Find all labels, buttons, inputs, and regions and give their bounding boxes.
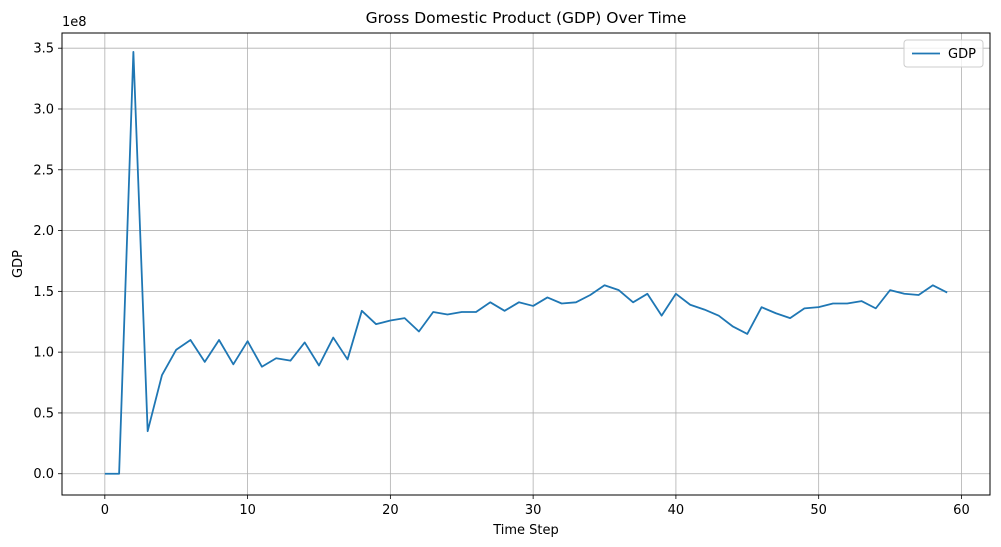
y-tick-labels: 0.0 0.5 1.0 1.5 2.0 2.5 3.0 3.5 <box>33 42 54 483</box>
x-tick-label: 20 <box>382 503 399 518</box>
y-tick-label: 3.0 <box>33 102 54 117</box>
x-tick-label: 0 <box>101 503 109 518</box>
tick-marks <box>58 47 962 499</box>
legend-label-gdp: GDP <box>948 47 976 62</box>
y-tick-label: 2.5 <box>33 163 54 178</box>
y-tick-label: 2.0 <box>33 224 54 239</box>
x-tick-label: 50 <box>810 503 827 518</box>
plot-frame <box>61 32 991 496</box>
legend-box <box>903 39 984 68</box>
y-offset-label: 1e8 <box>62 15 87 30</box>
series-layer <box>104 50 948 475</box>
x-tick-label: 30 <box>525 503 542 518</box>
y-tick-label: 0.5 <box>33 406 54 421</box>
y-tick-label: 3.5 <box>33 42 54 57</box>
y-axis-title: GDP <box>11 250 26 278</box>
x-tick-label: 60 <box>953 503 970 518</box>
chart-title: Gross Domestic Product (GDP) Over Time <box>366 9 687 27</box>
x-tick-labels: 0 10 20 30 40 50 60 <box>101 503 970 518</box>
x-tick-label: 40 <box>668 503 685 518</box>
x-axis-title: Time Step <box>492 523 559 538</box>
x-tick-label: 10 <box>239 503 256 518</box>
y-tick-label: 1.0 <box>33 346 54 361</box>
legend: GDP <box>903 39 984 68</box>
grid-lines <box>62 33 990 495</box>
y-tick-label: 0.0 <box>33 467 54 482</box>
y-tick-label: 1.5 <box>33 285 54 300</box>
series-line-gdp <box>104 50 948 475</box>
